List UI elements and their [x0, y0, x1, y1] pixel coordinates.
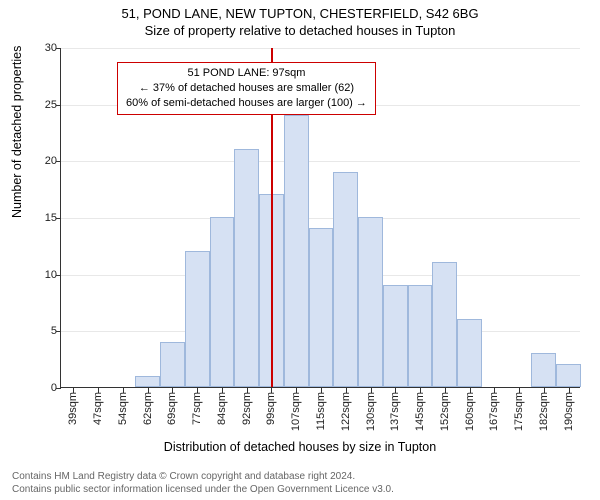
histogram-bar [383, 285, 408, 387]
histogram-bar [531, 353, 556, 387]
histogram-bar [135, 376, 160, 387]
x-tick-label: 130sqm [365, 392, 377, 431]
histogram-bar [358, 217, 383, 387]
histogram-bar [160, 342, 185, 387]
x-tick-label: 39sqm [67, 392, 79, 425]
y-tick-mark [56, 48, 61, 49]
y-tick-label: 20 [35, 155, 57, 167]
y-tick-mark [56, 331, 61, 332]
x-tick-label: 167sqm [488, 392, 500, 431]
footer-line-2: Contains public sector information licen… [12, 483, 588, 496]
x-axis-label: Distribution of detached houses by size … [0, 440, 600, 454]
x-tick-label: 182sqm [538, 392, 550, 431]
gridline [61, 161, 580, 162]
x-tick-label: 107sqm [290, 392, 302, 431]
x-tick-label: 137sqm [389, 392, 401, 431]
plot-area: 05101520253039sqm47sqm54sqm62sqm69sqm77s… [60, 48, 580, 388]
page-subtitle: Size of property relative to detached ho… [0, 21, 600, 38]
gridline [61, 218, 580, 219]
y-tick-label: 25 [35, 99, 57, 111]
x-tick-label: 62sqm [142, 392, 154, 425]
y-tick-mark [56, 105, 61, 106]
x-tick-label: 99sqm [265, 392, 277, 425]
annotation-box: 51 POND LANE: 97sqm← 37% of detached hou… [117, 62, 376, 115]
footer-attribution: Contains HM Land Registry data © Crown c… [12, 470, 588, 496]
x-tick-label: 92sqm [241, 392, 253, 425]
x-tick-label: 47sqm [92, 392, 104, 425]
y-tick-label: 10 [35, 269, 57, 281]
y-tick-mark [56, 275, 61, 276]
y-axis-label: Number of detached properties [10, 46, 24, 218]
x-tick-label: 122sqm [340, 392, 352, 431]
x-tick-label: 160sqm [464, 392, 476, 431]
x-tick-label: 152sqm [439, 392, 451, 431]
footer-line-1: Contains HM Land Registry data © Crown c… [12, 470, 588, 483]
annotation-line-3: 60% of semi-detached houses are larger (… [126, 96, 367, 111]
histogram-bar [333, 172, 358, 387]
histogram-bar [556, 364, 581, 387]
histogram-bar [185, 251, 210, 387]
annotation-line-1: 51 POND LANE: 97sqm [126, 66, 367, 81]
x-tick-label: 115sqm [315, 392, 327, 430]
y-tick-label: 0 [35, 382, 57, 394]
chart-area: 05101520253039sqm47sqm54sqm62sqm69sqm77s… [38, 48, 582, 428]
histogram-bar [457, 319, 482, 387]
annotation-line-2: ← 37% of detached houses are smaller (62… [126, 81, 367, 96]
histogram-bar [284, 115, 309, 387]
x-tick-label: 77sqm [191, 392, 203, 425]
y-tick-label: 5 [35, 325, 57, 337]
histogram-bar [309, 228, 334, 387]
x-tick-label: 175sqm [513, 392, 525, 431]
histogram-bar [408, 285, 433, 387]
x-tick-label: 84sqm [216, 392, 228, 425]
x-tick-label: 69sqm [166, 392, 178, 425]
x-tick-label: 190sqm [563, 392, 575, 431]
gridline [61, 48, 580, 49]
page-title: 51, POND LANE, NEW TUPTON, CHESTERFIELD,… [0, 0, 600, 21]
histogram-bar [210, 217, 235, 387]
y-tick-mark [56, 161, 61, 162]
histogram-bar [432, 262, 457, 387]
y-tick-mark [56, 388, 61, 389]
y-tick-label: 15 [35, 212, 57, 224]
x-tick-label: 145sqm [414, 392, 426, 431]
histogram-bar [234, 149, 259, 387]
y-tick-mark [56, 218, 61, 219]
x-tick-label: 54sqm [117, 392, 129, 425]
y-tick-label: 30 [35, 42, 57, 54]
